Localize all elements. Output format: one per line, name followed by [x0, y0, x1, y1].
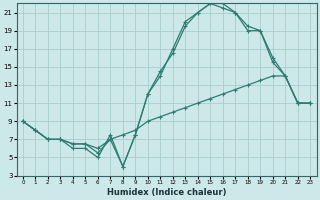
X-axis label: Humidex (Indice chaleur): Humidex (Indice chaleur) [107, 188, 226, 197]
